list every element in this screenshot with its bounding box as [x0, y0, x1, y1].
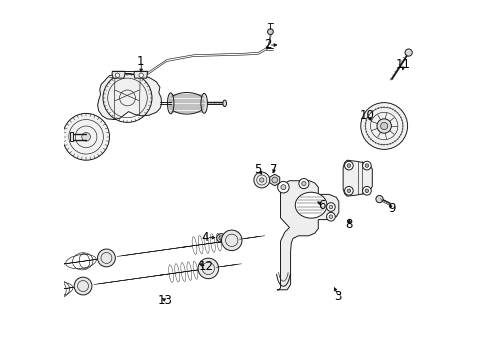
Polygon shape: [276, 181, 338, 290]
Polygon shape: [98, 74, 162, 120]
Circle shape: [198, 258, 218, 279]
Polygon shape: [70, 132, 73, 141]
Circle shape: [259, 178, 264, 182]
Text: 8: 8: [345, 219, 352, 231]
Text: 11: 11: [395, 58, 409, 71]
Circle shape: [365, 164, 368, 167]
Circle shape: [219, 236, 223, 240]
Ellipse shape: [167, 93, 174, 114]
Text: 9: 9: [387, 202, 395, 215]
Text: 7: 7: [269, 163, 277, 176]
Circle shape: [81, 132, 90, 141]
Text: 12: 12: [198, 260, 213, 273]
Text: 10: 10: [359, 109, 374, 122]
Circle shape: [328, 215, 332, 219]
Circle shape: [280, 185, 285, 190]
Text: 5: 5: [254, 163, 261, 176]
Circle shape: [221, 230, 242, 251]
Circle shape: [301, 181, 305, 186]
Polygon shape: [134, 71, 147, 78]
Circle shape: [344, 186, 352, 195]
Circle shape: [62, 113, 109, 160]
Circle shape: [139, 73, 143, 77]
Circle shape: [277, 181, 288, 193]
Circle shape: [271, 177, 277, 183]
Ellipse shape: [168, 93, 205, 114]
Circle shape: [253, 172, 269, 188]
Circle shape: [216, 234, 225, 242]
Circle shape: [346, 164, 350, 167]
Circle shape: [376, 119, 390, 133]
Circle shape: [326, 203, 335, 211]
Circle shape: [362, 186, 370, 195]
Text: 1: 1: [137, 55, 144, 68]
Circle shape: [362, 161, 370, 170]
Circle shape: [97, 249, 115, 267]
Circle shape: [344, 161, 352, 170]
Text: 3: 3: [334, 291, 341, 303]
Circle shape: [365, 189, 368, 193]
Text: 2: 2: [264, 39, 271, 51]
Text: 13: 13: [158, 294, 172, 307]
Polygon shape: [112, 71, 125, 78]
Ellipse shape: [223, 100, 226, 107]
Circle shape: [375, 195, 382, 203]
Text: 4: 4: [202, 231, 209, 244]
Circle shape: [326, 212, 335, 221]
Circle shape: [346, 189, 350, 193]
Circle shape: [74, 277, 92, 295]
Circle shape: [115, 73, 120, 77]
Circle shape: [328, 205, 332, 209]
Circle shape: [380, 122, 387, 130]
Polygon shape: [269, 174, 279, 186]
Circle shape: [360, 103, 407, 149]
Polygon shape: [343, 160, 371, 196]
Circle shape: [267, 29, 273, 35]
Ellipse shape: [295, 192, 326, 218]
Circle shape: [404, 49, 411, 56]
Circle shape: [298, 179, 308, 189]
Text: 6: 6: [318, 199, 325, 212]
Ellipse shape: [201, 94, 207, 113]
